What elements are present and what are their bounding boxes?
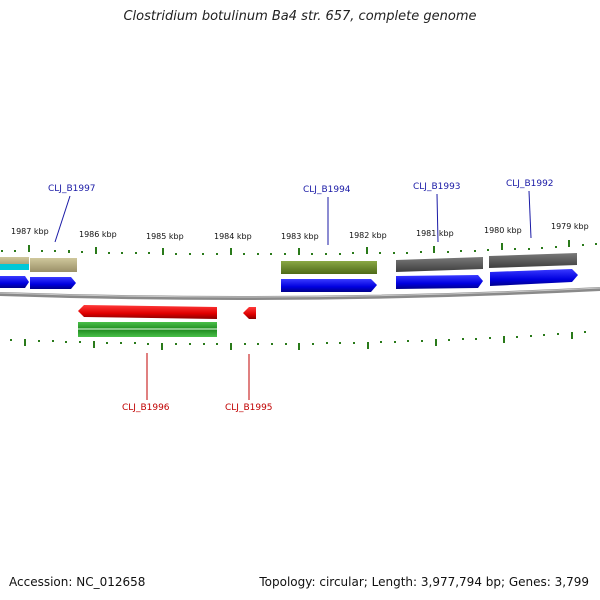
- gene-label-1995[interactable]: CLJ_B1995: [225, 403, 273, 413]
- gene-label-1994[interactable]: CLJ_B1994: [303, 185, 351, 195]
- gene-label-1996[interactable]: CLJ_B1996: [122, 403, 170, 413]
- cds-arrow-forward-1992[interactable]: [490, 269, 578, 286]
- gene-bar-tan-left[interactable]: [0, 257, 29, 268]
- lower-ticks: [10, 331, 586, 350]
- genome-title: Clostridium botulinum Ba4 str. 657, comp…: [123, 9, 477, 24]
- gene-bar-olive[interactable]: [281, 261, 377, 274]
- scale-label-1986: 1986 kbp: [79, 230, 117, 239]
- cds-arrow-forward-1994[interactable]: [281, 279, 377, 292]
- gene-label-1993[interactable]: CLJ_B1993: [413, 182, 461, 192]
- accession-text: Accession: NC_012658: [9, 575, 146, 589]
- scale-label-1980: 1980 kbp: [484, 226, 522, 235]
- gene-bar-gray-1993[interactable]: [396, 257, 483, 272]
- cds-arrow-forward-left[interactable]: [0, 276, 29, 288]
- scale-label-1984: 1984 kbp: [214, 232, 252, 241]
- leader-line-1997: [54, 195, 71, 243]
- cds-arrow-forward-1997[interactable]: [30, 277, 76, 289]
- gene-label-1992[interactable]: CLJ_B1992: [506, 179, 554, 189]
- rna-bar-cyan[interactable]: [0, 264, 29, 270]
- gene-label-1997[interactable]: CLJ_B1997: [48, 184, 96, 194]
- leader-line-1992: [528, 190, 532, 239]
- scale-label-1985: 1985 kbp: [146, 232, 184, 241]
- cds-arrow-reverse-1995[interactable]: [243, 307, 256, 319]
- scale-label-1981: 1981 kbp: [416, 229, 454, 238]
- upper-ticks: [1, 240, 597, 255]
- gene-bar-gray-1992[interactable]: [489, 253, 577, 268]
- scale-label-1983: 1983 kbp: [281, 232, 319, 241]
- genome-backbone: [0, 287, 600, 300]
- scale-label-1979: 1979 kbp: [551, 222, 589, 231]
- genome-summary-text: Topology: circular; Length: 3,977,794 bp…: [259, 575, 589, 589]
- cds-arrow-reverse-1996[interactable]: [78, 305, 217, 319]
- gene-bar-tan[interactable]: [30, 258, 77, 272]
- leader-line-1993: [436, 193, 439, 243]
- scale-label-1987: 1987 kbp: [11, 227, 49, 236]
- scale-label-1982: 1982 kbp: [349, 231, 387, 240]
- cds-arrow-forward-1993[interactable]: [396, 275, 483, 289]
